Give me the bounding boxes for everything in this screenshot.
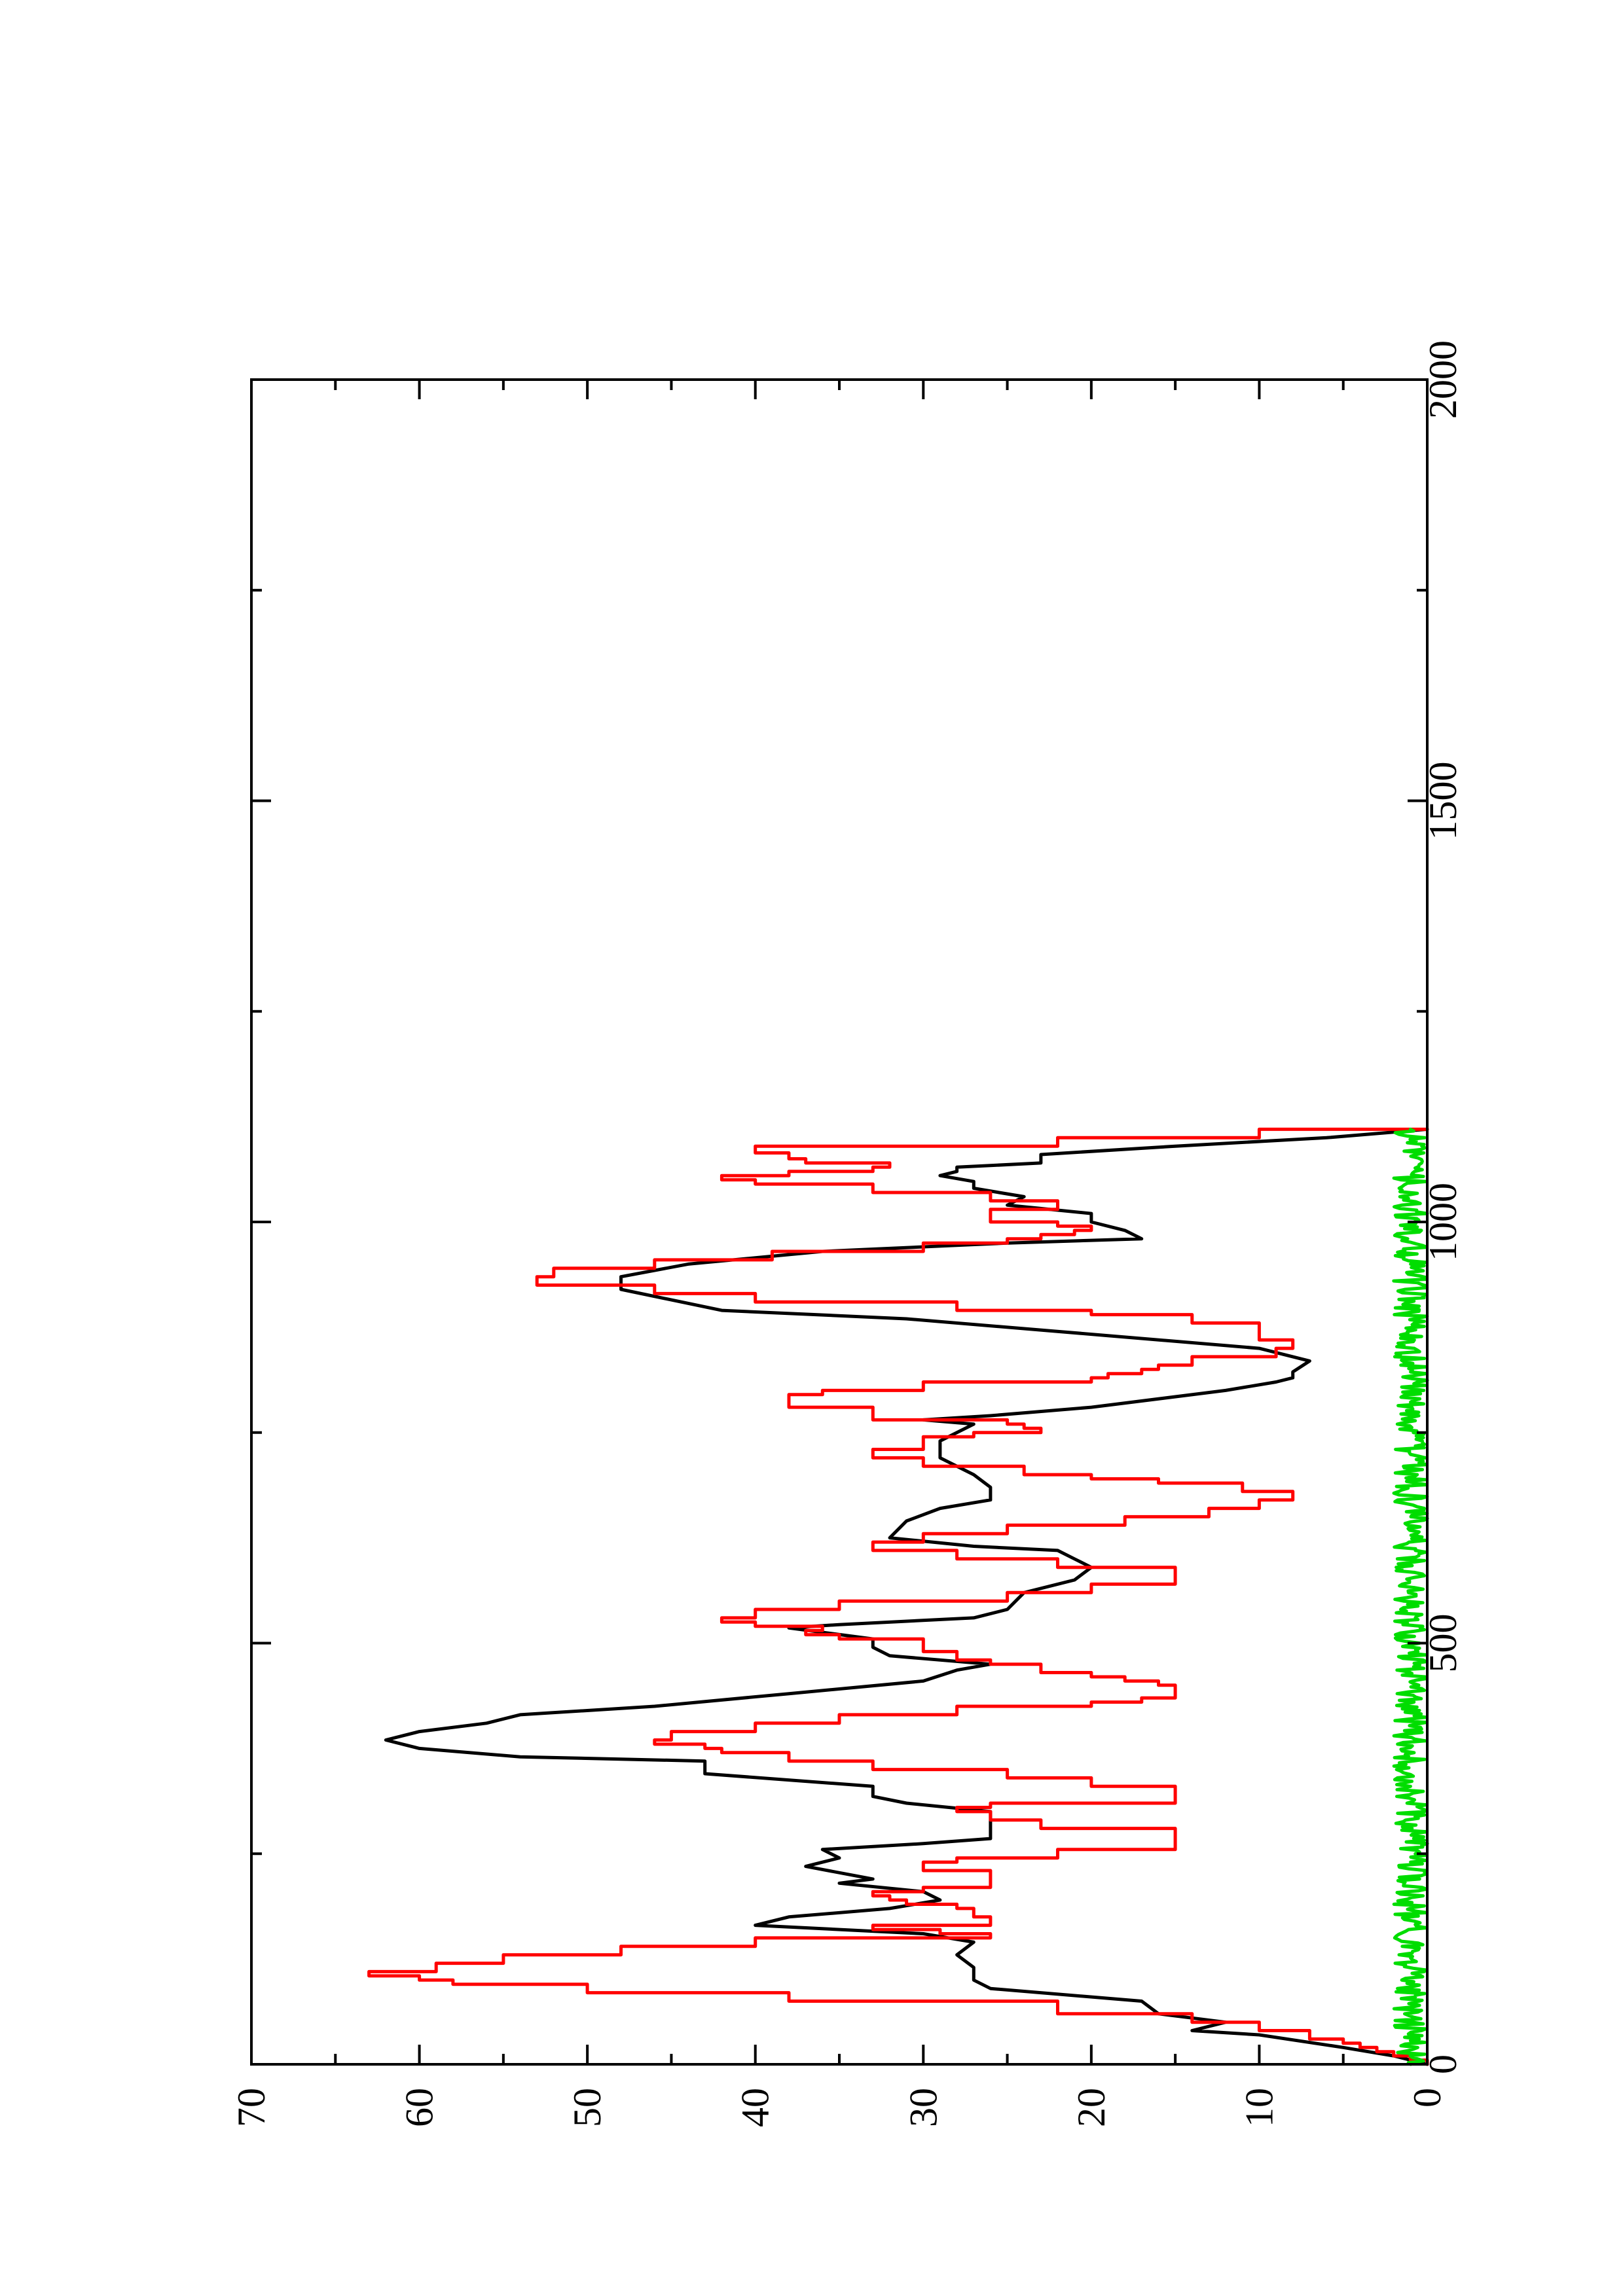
x-tick-label: 0: [1421, 2054, 1465, 2074]
plot-frame: [250, 378, 1429, 2066]
labels-layer: 0 500 1000 1500 2000 0 10 20 30 40 50 60 70: [230, 340, 1465, 2127]
y-tick-label: 10: [1237, 2088, 1281, 2127]
x-tick-label: 500: [1421, 1614, 1465, 1673]
x-tick-label: 1500: [1421, 762, 1465, 840]
x-tick-label: 2000: [1421, 340, 1465, 419]
x-tick-label: 1000: [1421, 1183, 1465, 1261]
y-tick-label: 0: [1406, 2088, 1449, 2108]
y-tick-label: 70: [230, 2088, 273, 2127]
y-tick-label: 60: [398, 2088, 441, 2127]
series-layer: [367, 1127, 1429, 2066]
series-line-2: [367, 1127, 1429, 2066]
y-tick-label: 30: [902, 2088, 945, 2127]
y-tick-label: 50: [566, 2088, 609, 2127]
y-tick-label: 40: [734, 2088, 777, 2127]
series-line-3: [1392, 1127, 1429, 2066]
ticks-layer: [250, 378, 1429, 2066]
y-tick-label: 20: [1070, 2088, 1113, 2127]
